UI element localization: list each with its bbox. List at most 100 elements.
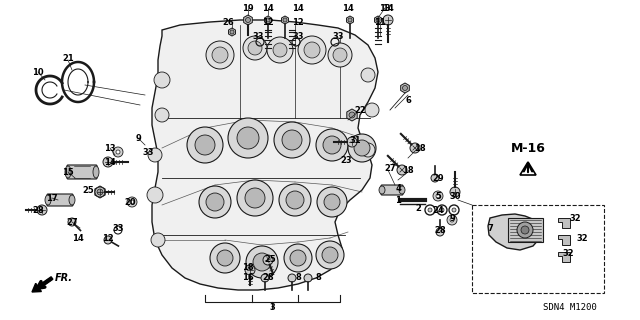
Circle shape bbox=[288, 274, 296, 282]
Text: 14: 14 bbox=[342, 4, 354, 12]
Text: 28: 28 bbox=[434, 226, 446, 235]
Circle shape bbox=[383, 15, 393, 25]
Text: 6: 6 bbox=[405, 95, 411, 105]
Text: 29: 29 bbox=[432, 173, 444, 182]
Polygon shape bbox=[401, 83, 410, 93]
Circle shape bbox=[206, 41, 234, 69]
Circle shape bbox=[436, 194, 440, 198]
Circle shape bbox=[333, 48, 347, 62]
Circle shape bbox=[195, 135, 215, 155]
Text: 1: 1 bbox=[395, 196, 401, 204]
Bar bbox=[508, 218, 543, 242]
Circle shape bbox=[147, 187, 163, 203]
Circle shape bbox=[151, 233, 165, 247]
Text: 30: 30 bbox=[449, 191, 461, 201]
Polygon shape bbox=[282, 16, 289, 24]
Circle shape bbox=[316, 129, 348, 161]
Text: 10: 10 bbox=[32, 68, 44, 76]
Circle shape bbox=[286, 191, 304, 209]
Ellipse shape bbox=[379, 186, 385, 194]
Circle shape bbox=[361, 68, 375, 82]
Text: 18: 18 bbox=[402, 165, 414, 174]
Text: 25: 25 bbox=[264, 255, 276, 265]
Circle shape bbox=[230, 30, 234, 34]
FancyBboxPatch shape bbox=[67, 165, 97, 179]
Circle shape bbox=[436, 228, 444, 236]
Circle shape bbox=[248, 41, 262, 55]
Polygon shape bbox=[558, 235, 570, 245]
Text: 33: 33 bbox=[252, 31, 264, 41]
Text: 28: 28 bbox=[262, 274, 274, 283]
Text: 32: 32 bbox=[562, 250, 574, 259]
Polygon shape bbox=[152, 20, 378, 290]
Circle shape bbox=[261, 274, 269, 282]
Ellipse shape bbox=[69, 195, 75, 205]
Circle shape bbox=[283, 18, 287, 22]
Text: 20: 20 bbox=[124, 197, 136, 206]
Text: 12: 12 bbox=[102, 234, 114, 243]
Text: 12: 12 bbox=[262, 18, 274, 27]
Text: 15: 15 bbox=[62, 167, 74, 177]
Circle shape bbox=[95, 187, 105, 197]
Circle shape bbox=[243, 36, 267, 60]
Circle shape bbox=[365, 103, 379, 117]
Polygon shape bbox=[95, 186, 105, 198]
Circle shape bbox=[282, 130, 302, 150]
Text: 14: 14 bbox=[72, 234, 84, 243]
Text: 27: 27 bbox=[384, 164, 396, 172]
Text: 13: 13 bbox=[104, 143, 116, 153]
Text: 33: 33 bbox=[292, 31, 304, 41]
Circle shape bbox=[273, 43, 287, 57]
Circle shape bbox=[245, 188, 265, 208]
Polygon shape bbox=[264, 16, 271, 24]
Ellipse shape bbox=[65, 166, 71, 178]
Text: 32: 32 bbox=[569, 213, 581, 222]
Circle shape bbox=[246, 246, 278, 278]
Text: 33: 33 bbox=[112, 223, 124, 233]
Text: 32: 32 bbox=[576, 234, 588, 243]
Circle shape bbox=[376, 18, 380, 22]
Circle shape bbox=[245, 265, 255, 275]
Text: 21: 21 bbox=[62, 53, 74, 62]
Circle shape bbox=[97, 189, 103, 195]
Circle shape bbox=[103, 157, 113, 167]
Circle shape bbox=[349, 112, 355, 118]
Circle shape bbox=[397, 165, 407, 175]
Circle shape bbox=[447, 215, 457, 225]
Text: 22: 22 bbox=[354, 106, 366, 115]
Circle shape bbox=[155, 108, 169, 122]
Text: 14: 14 bbox=[292, 4, 304, 12]
Circle shape bbox=[440, 208, 444, 212]
FancyArrow shape bbox=[32, 277, 53, 292]
Circle shape bbox=[517, 222, 533, 238]
Circle shape bbox=[361, 143, 375, 157]
Text: 3: 3 bbox=[269, 303, 275, 313]
Circle shape bbox=[323, 136, 341, 154]
Circle shape bbox=[450, 187, 460, 197]
Circle shape bbox=[237, 127, 259, 149]
Text: 19: 19 bbox=[242, 4, 254, 12]
Text: 4: 4 bbox=[395, 183, 401, 193]
Text: 33: 33 bbox=[142, 148, 154, 156]
Circle shape bbox=[354, 140, 370, 156]
Circle shape bbox=[116, 150, 120, 154]
Circle shape bbox=[316, 241, 344, 269]
Text: 9: 9 bbox=[135, 133, 141, 142]
Text: 25: 25 bbox=[82, 186, 94, 195]
Text: 18: 18 bbox=[414, 143, 426, 153]
Text: 27: 27 bbox=[66, 218, 78, 227]
Circle shape bbox=[322, 247, 338, 263]
Circle shape bbox=[266, 18, 270, 22]
Text: 23: 23 bbox=[340, 156, 352, 164]
Polygon shape bbox=[228, 28, 236, 36]
Circle shape bbox=[304, 274, 312, 282]
Text: 14: 14 bbox=[382, 4, 394, 12]
Circle shape bbox=[210, 243, 240, 273]
Text: 11: 11 bbox=[374, 18, 386, 27]
Text: 9: 9 bbox=[449, 213, 455, 222]
Circle shape bbox=[452, 208, 456, 212]
Circle shape bbox=[279, 184, 311, 216]
Text: 7: 7 bbox=[487, 223, 493, 233]
Circle shape bbox=[317, 187, 347, 217]
Circle shape bbox=[304, 42, 320, 58]
